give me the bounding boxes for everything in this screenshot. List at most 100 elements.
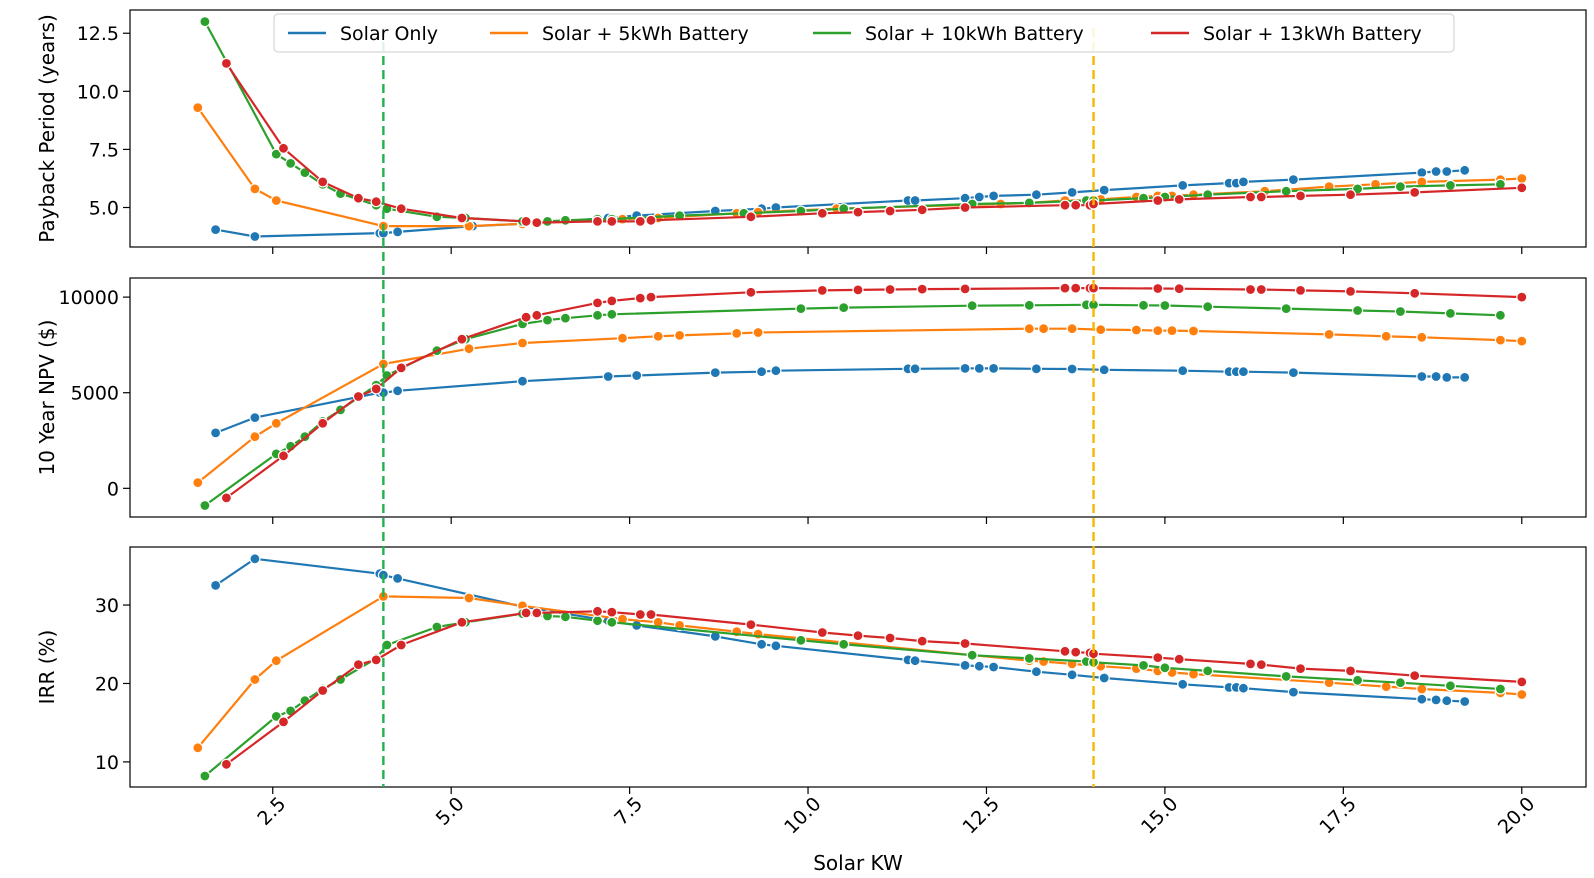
data-point-solar-5kwh-battery <box>192 101 204 114</box>
data-point-solar-13kwh-battery <box>916 635 928 647</box>
y-tick-label: 30 <box>95 595 119 617</box>
data-point-solar-only <box>1177 678 1189 690</box>
series-line-solar-13kwh-battery <box>225 62 1522 224</box>
data-point-solar-13kwh-battery <box>520 215 532 227</box>
series-line-solar-5kwh-battery <box>196 595 1522 749</box>
plot-frame <box>129 277 1587 518</box>
y-axis-label: IRR (%) <box>35 630 59 705</box>
data-point-solar-13kwh-battery <box>1244 283 1257 296</box>
data-point-solar-10kwh-battery <box>838 203 850 215</box>
y-tick-label: 10.0 <box>77 81 119 103</box>
series-line-solar-13kwh-battery <box>225 287 1522 499</box>
data-point-solar-5kwh-battery <box>752 326 764 339</box>
data-point-solar-5kwh-battery <box>1516 335 1528 347</box>
x-tick-label: 2.5 <box>253 793 290 830</box>
plot-frame <box>129 546 1587 788</box>
y-tick-label: 5000 <box>71 383 119 405</box>
data-point-solar-13kwh-battery <box>645 608 657 621</box>
data-point-solar-only <box>959 659 971 672</box>
data-point-solar-5kwh-battery <box>1516 172 1528 185</box>
data-point-solar-13kwh-battery <box>884 205 896 217</box>
data-point-solar-13kwh-battery <box>370 654 382 666</box>
data-point-solar-13kwh-battery <box>884 283 896 296</box>
data-point-solar-10kwh-battery <box>270 148 282 160</box>
data-point-solar-13kwh-battery <box>606 606 618 618</box>
data-point-solar-10kwh-battery <box>1159 299 1171 312</box>
data-point-solar-only <box>1459 164 1471 176</box>
data-point-solar-5kwh-battery <box>1152 325 1164 337</box>
y-tick-label: 0 <box>107 478 119 500</box>
data-point-solar-13kwh-battery <box>531 217 543 229</box>
data-point-solar-10kwh-battery <box>1280 303 1292 315</box>
x-tick-label: 17.5 <box>1315 793 1360 838</box>
data-point-solar-only <box>1416 693 1428 705</box>
data-point-solar-10kwh-battery <box>1280 670 1292 683</box>
data-point-solar-13kwh-battery <box>352 192 364 204</box>
data-point-solar-13kwh-battery <box>1059 645 1071 657</box>
data-point-solar-10kwh-battery <box>1394 181 1407 193</box>
data-point-solar-only <box>1287 367 1300 379</box>
data-point-solar-13kwh-battery <box>220 57 232 70</box>
data-point-solar-5kwh-battery <box>1023 323 1035 335</box>
data-point-solar-13kwh-battery <box>884 632 896 644</box>
data-point-solar-13kwh-battery <box>745 618 757 631</box>
data-point-solar-13kwh-battery <box>1059 282 1071 294</box>
data-point-solar-only <box>1030 666 1043 678</box>
data-point-solar-13kwh-battery <box>370 383 382 395</box>
data-point-solar-only <box>770 365 782 377</box>
data-point-solar-13kwh-battery <box>317 417 329 429</box>
plot-frame <box>129 9 1587 248</box>
data-point-solar-only <box>602 370 614 383</box>
data-point-solar-13kwh-battery <box>531 607 543 619</box>
data-point-solar-10kwh-battery <box>1494 683 1507 695</box>
data-point-solar-10kwh-battery <box>1159 662 1171 674</box>
data-point-solar-10kwh-battery <box>559 312 572 324</box>
series-line-solar-only <box>214 557 1465 703</box>
data-point-solar-only <box>249 553 261 565</box>
data-point-solar-13kwh-battery <box>1344 665 1357 677</box>
series-line-solar-5kwh-battery <box>197 327 1522 484</box>
series-line-solar-10kwh-battery <box>204 612 1501 777</box>
data-point-solar-13kwh-battery <box>634 215 646 227</box>
data-point-solar-only <box>516 375 529 387</box>
data-point-solar-5kwh-battery <box>463 592 475 604</box>
data-point-solar-13kwh-battery <box>645 291 657 303</box>
x-tick-label: 5.0 <box>432 793 469 830</box>
data-point-solar-only <box>909 655 921 667</box>
data-point-solar-13kwh-battery <box>1244 658 1257 670</box>
x-tick-label: 20.0 <box>1494 793 1539 838</box>
data-point-solar-13kwh-battery <box>745 286 757 298</box>
legend-label-solar-10kwh-battery: Solar + 10kWh Battery <box>865 23 1084 45</box>
data-point-solar-10kwh-battery <box>795 634 807 646</box>
data-point-solar-5kwh-battery <box>270 417 282 429</box>
data-point-solar-13kwh-battery <box>531 309 543 321</box>
data-point-solar-5kwh-battery <box>1516 688 1528 701</box>
data-point-solar-only <box>210 579 222 592</box>
data-point-solar-10kwh-battery <box>199 770 211 782</box>
data-point-solar-13kwh-battery <box>220 492 232 504</box>
data-point-solar-5kwh-battery <box>249 183 261 195</box>
data-point-solar-13kwh-battery <box>317 684 329 697</box>
data-point-solar-13kwh-battery <box>1244 191 1257 203</box>
data-point-solar-only <box>959 362 971 374</box>
data-point-solar-13kwh-battery <box>1070 282 1082 294</box>
data-point-solar-13kwh-battery <box>1152 651 1164 664</box>
data-point-solar-only <box>392 572 404 585</box>
data-point-solar-13kwh-battery <box>1173 653 1185 665</box>
data-point-solar-10kwh-battery <box>1137 659 1150 672</box>
data-point-solar-only <box>770 640 782 652</box>
data-point-solar-5kwh-battery <box>249 431 261 443</box>
data-point-solar-10kwh-battery <box>838 302 850 314</box>
data-point-solar-13kwh-battery <box>1344 189 1357 201</box>
data-point-solar-13kwh-battery <box>634 608 646 621</box>
data-point-solar-only <box>973 660 985 672</box>
data-point-solar-only <box>1098 184 1110 196</box>
y-tick-label: 7.5 <box>89 139 119 161</box>
data-point-solar-5kwh-battery <box>1166 325 1178 337</box>
legend-label-solar-only: Solar Only <box>340 23 438 45</box>
data-point-solar-13kwh-battery <box>352 390 364 403</box>
legend-label-solar-5kwh-battery: Solar + 5kWh Battery <box>542 23 749 45</box>
data-point-solar-10kwh-battery <box>606 308 618 320</box>
data-point-solar-only <box>1098 672 1110 684</box>
